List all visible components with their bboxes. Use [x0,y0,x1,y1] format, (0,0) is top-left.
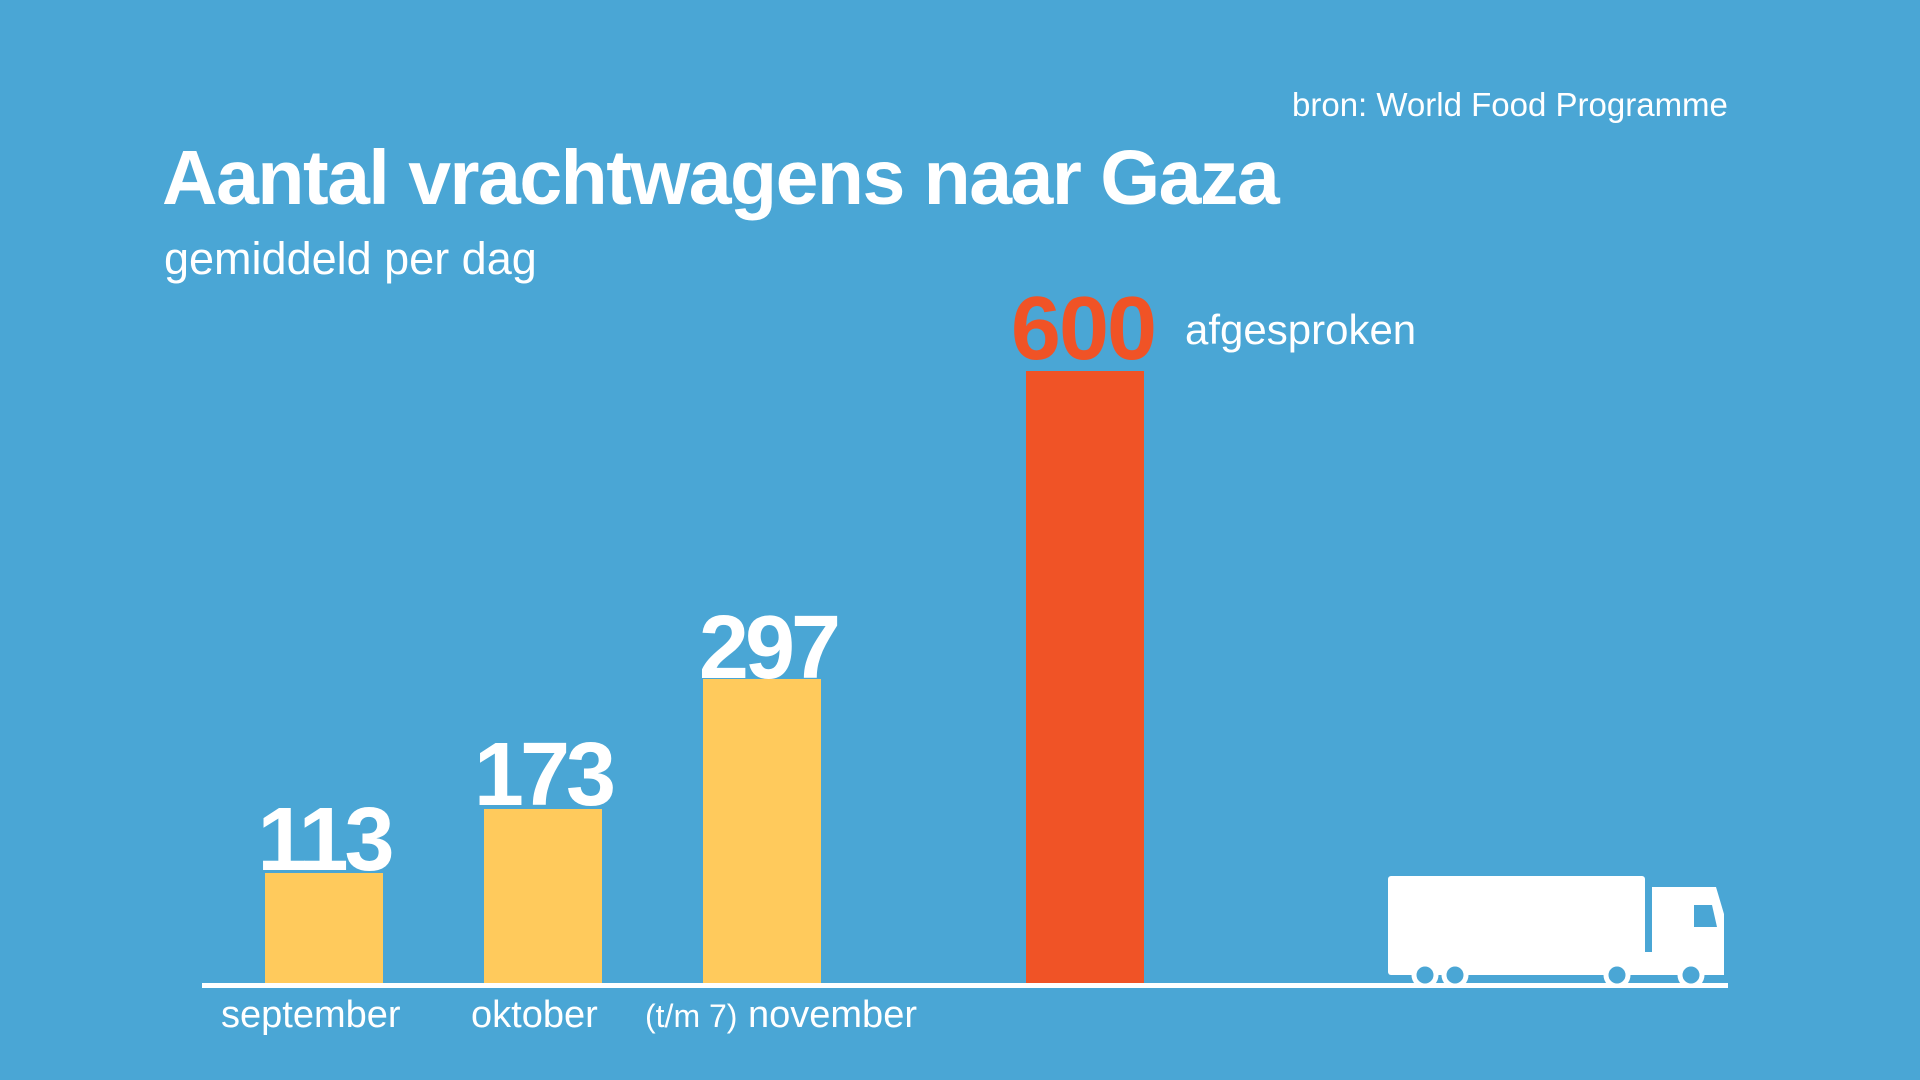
bar-value-oktober: 173 [473,725,616,825]
bar-november [703,679,821,984]
bar-oktober [484,809,602,984]
bar-value-september: 113 [257,790,394,890]
bar-target [1026,371,1144,984]
chart-subtitle: gemiddeld per dag [164,233,537,284]
november-label: november [748,994,917,1036]
target-value: 600 [1010,279,1157,379]
bar-september [265,873,383,984]
chart-title: Aantal vrachtwagens naar Gaza [162,135,1280,221]
category-label-september: september [221,994,401,1036]
source-note: bron: World Food Programme [1292,86,1728,123]
x-axis-line [202,983,1728,988]
category-label-oktober: oktober [471,994,598,1036]
category-label-november: (t/m 7) november [645,994,917,1037]
truck-icon [1388,876,1724,988]
bar-value-november: 297 [698,598,841,698]
november-qualifier: (t/m 7) [645,998,738,1034]
target-note: afgesproken [1185,306,1417,353]
